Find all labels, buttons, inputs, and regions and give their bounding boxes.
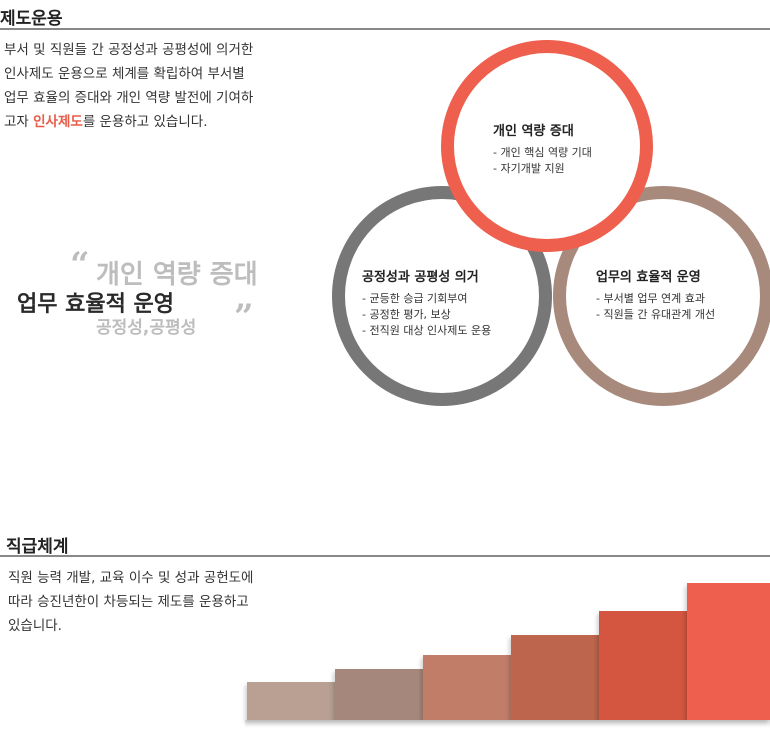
grade-step-2: [335, 669, 423, 720]
intro-text: 부서 및 직원들 간 공정성과 공평성에 의거한 인사제도 운용으로 체계를 확…: [4, 42, 254, 130]
quote-close-mark: ”: [234, 297, 254, 337]
ring-title-capability: 개인 역량 증대: [493, 124, 574, 139]
grade-intro: 직원 능력 개발, 교육 이수 및 성과 공헌도에 따라 승진년한이 차등되는 …: [8, 570, 254, 634]
list-item: - 자기개발 지원: [493, 162, 565, 175]
grade-step-5: [599, 611, 687, 720]
ring-list-capability: - 개인 핵심 역량 기대 - 자기개발 지원: [493, 145, 592, 177]
list-item: - 직원들 간 유대관계 개선: [596, 308, 716, 321]
grade-step-4: [511, 635, 599, 720]
section-title-grade: 직급체계: [6, 537, 69, 557]
quote-open-mark: “: [70, 245, 90, 285]
list-item: - 부서별 업무 연계 효과: [596, 292, 706, 305]
section-divider: [0, 28, 770, 30]
ring-capability: 개인 역량 증대 - 개인 핵심 역량 기대 - 자기개발 지원: [441, 40, 653, 252]
ring-title-efficiency: 업무의 효율적 운영: [596, 270, 701, 285]
list-item: - 공정한 평가, 보상: [362, 308, 451, 321]
list-item: - 전직원 대상 인사제도 운용: [362, 324, 492, 337]
list-item: - 균등한 승급 기회부여: [362, 292, 468, 305]
list-item: - 개인 핵심 역량 기대: [493, 146, 592, 159]
grade-step-6: [687, 583, 770, 720]
intro-text-end: 를 운용하고 있습니다.: [82, 114, 208, 130]
ring-efficiency: 업무의 효율적 운영 - 부서별 업무 연계 효과 - 직원들 간 유대관계 개…: [553, 186, 770, 406]
section-title-system: 제도운용: [0, 9, 63, 29]
grade-step-1: [247, 682, 335, 720]
ring-list-fairness: - 균등한 승급 기회부여 - 공정한 평가, 보상 - 전직원 대상 인사제도…: [362, 291, 491, 339]
intro-highlight: 인사제도: [33, 114, 83, 130]
quote-line-3: 공정성,공평성: [96, 318, 197, 338]
system-intro: 부서 및 직원들 간 공정성과 공평성에 의거한 인사제도 운용으로 체계를 확…: [4, 38, 254, 134]
quote-line-1: 개인 역량 증대: [96, 260, 258, 290]
staircase-shadow: [245, 720, 770, 728]
ring-list-efficiency: - 부서별 업무 연계 효과 - 직원들 간 유대관계 개선: [596, 291, 715, 323]
grade-step-3: [423, 655, 511, 720]
quote-line-2: 업무 효율적 운영: [17, 292, 174, 317]
section-divider: [0, 555, 770, 557]
ring-title-fairness: 공정성과 공평성 의거: [362, 270, 479, 285]
